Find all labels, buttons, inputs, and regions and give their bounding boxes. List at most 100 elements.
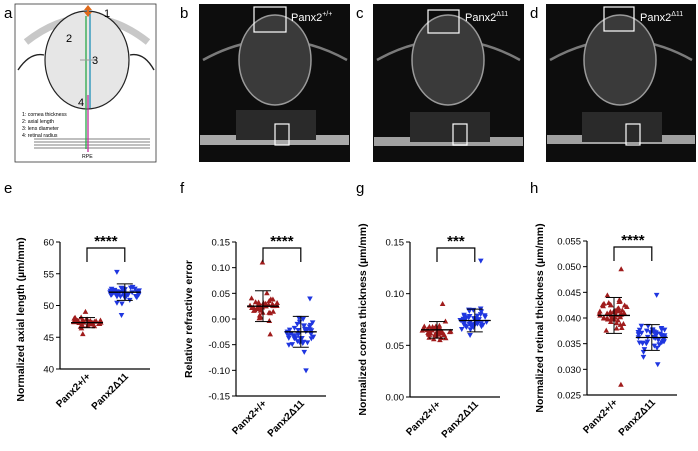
data-point — [285, 335, 292, 341]
data-point — [251, 307, 257, 313]
data-point — [658, 327, 665, 333]
y-tick-label: 0.10 — [386, 289, 405, 300]
data-point — [638, 323, 645, 329]
data-point — [114, 269, 120, 275]
y-tick-label: 45 — [43, 333, 54, 344]
panel-a: a 1 2 3 4 1: cornea thickness 2: axial l… — [4, 3, 157, 163]
panel-letter-g: g — [356, 180, 364, 197]
data-point — [618, 266, 624, 272]
oct-lens — [583, 14, 657, 106]
x-category-label: Panx2Δ11 — [440, 399, 481, 440]
data-point — [463, 315, 470, 321]
legend-retinal-radius: 4: retinal radius — [22, 133, 58, 139]
oct-shadow — [236, 110, 316, 140]
data-point — [608, 316, 615, 322]
data-point — [467, 333, 473, 338]
legend-lens-diameter: 3: lens diameter — [22, 126, 59, 132]
data-point — [286, 327, 293, 333]
oct-shadow — [410, 112, 490, 142]
y-tick-label: 0.05 — [386, 341, 405, 352]
y-tick-label: 0.025 — [557, 391, 581, 402]
data-point — [274, 300, 280, 306]
y-tick-label: 0.040 — [557, 314, 581, 325]
data-point — [259, 259, 266, 265]
data-point — [79, 322, 86, 328]
y-tick-label: 0.15 — [212, 238, 231, 249]
data-point — [309, 320, 316, 326]
data-point — [480, 322, 486, 328]
chart-g: 0.00 0.05 0.10 0.15 Normalized cornea thickn… — [357, 223, 500, 441]
data-point — [118, 313, 125, 319]
chart-e: 40 45 50 55 60 Normalized axial length (µm/mm… — [15, 233, 150, 413]
data-point — [463, 324, 470, 330]
data-point — [436, 322, 443, 328]
y-tick-label: -0.15 — [208, 392, 230, 403]
data-point — [638, 330, 645, 336]
data-point — [604, 292, 611, 298]
data-point — [84, 322, 91, 328]
data-point — [304, 340, 311, 346]
data-point — [652, 333, 659, 339]
y-tick-label: -0.05 — [208, 340, 230, 351]
data-point — [88, 321, 94, 327]
data-point — [136, 288, 142, 294]
data-point — [478, 309, 485, 315]
panel-letter-h: h — [530, 180, 538, 197]
data-point — [439, 301, 446, 306]
panel-letter-d: d — [530, 5, 538, 22]
data-point — [295, 332, 302, 338]
significance-stars: **** — [270, 233, 294, 250]
y-tick-label: 0.05 — [212, 289, 231, 300]
data-point — [640, 349, 647, 355]
x-category-label: Panx2+/+ — [230, 398, 269, 437]
label-number-4: 4 — [78, 97, 84, 109]
data-point — [254, 305, 260, 311]
data-point — [482, 314, 488, 320]
oct-lens — [238, 14, 312, 106]
data-point — [308, 336, 315, 342]
data-point — [307, 327, 313, 333]
data-point — [118, 285, 125, 291]
data-point — [301, 323, 307, 329]
data-point — [270, 296, 276, 302]
data-point — [71, 315, 77, 321]
data-point — [262, 300, 269, 306]
y-tick-label: 0.035 — [557, 339, 581, 350]
y-tick-label: 0.045 — [557, 288, 581, 299]
oct-label-d: Panx2Δ11 — [640, 11, 683, 24]
data-point — [301, 326, 308, 332]
data-point — [285, 333, 292, 339]
data-point — [643, 341, 650, 347]
data-point — [446, 329, 453, 335]
panel-letter-c: c — [356, 5, 364, 22]
data-point — [255, 299, 262, 305]
data-point — [264, 290, 270, 296]
data-point — [270, 308, 277, 314]
data-point — [635, 332, 642, 338]
data-point — [119, 301, 125, 307]
panel-letter-f: f — [180, 180, 185, 197]
data-point — [258, 305, 264, 311]
data-point — [618, 325, 625, 331]
data-point — [641, 347, 648, 353]
data-point — [619, 307, 626, 313]
data-point — [429, 325, 436, 331]
data-point — [474, 313, 481, 319]
panel-letter-a: a — [4, 5, 13, 22]
y-tick-label: 0.055 — [557, 237, 581, 248]
y-axis-label: Normalized retinal thickness (µm/mm) — [534, 223, 546, 412]
data-point — [621, 302, 628, 308]
data-point — [467, 327, 474, 333]
oct-lens — [411, 14, 485, 106]
data-point — [599, 302, 606, 308]
significance-bracket — [613, 246, 653, 261]
data-point — [111, 288, 118, 294]
y-tick-label: 50 — [43, 301, 54, 312]
y-tick-label: 0.10 — [212, 263, 231, 274]
rpe-label: RPE — [82, 154, 93, 160]
data-point — [661, 339, 667, 345]
data-point — [604, 315, 610, 321]
data-point — [78, 314, 84, 320]
y-axis-label: Relative refractive error — [183, 260, 195, 378]
data-point — [657, 331, 664, 337]
